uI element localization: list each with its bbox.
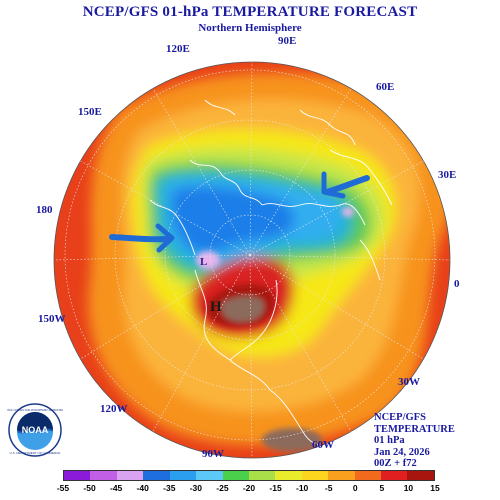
- colorbar-tick-label: -45: [109, 483, 123, 493]
- colorbar-swatch: [354, 471, 382, 480]
- colorbar-swatch: [143, 471, 170, 480]
- lon-label-0: 0: [454, 278, 460, 290]
- lon-label-120w: 120W: [100, 403, 128, 415]
- colorbar: [63, 470, 435, 481]
- colorbar-tick-label: -30: [189, 483, 202, 493]
- meridians: [53, 61, 451, 459]
- coastlines: [149, 99, 393, 451]
- logo-text: NOAA: [22, 425, 49, 435]
- info-model: NCEP/GFS: [374, 412, 426, 423]
- info-date: Jan 24, 2026: [374, 446, 430, 458]
- longitude-labels: 120E 90E 60E 150E 30E 180 0 150W 30W 120W 60W 90W: [36, 35, 460, 460]
- colorbar-swatch: [248, 471, 276, 480]
- colorbar-tick-label: 10: [403, 483, 414, 493]
- lat-lon-grid: [64, 69, 436, 441]
- page-title: NCEP/GFS 01-hPa TEMPERATURE FORECAST: [82, 4, 418, 20]
- left-arrow: [109, 223, 175, 253]
- colorbar-tick-label: 0: [352, 483, 358, 493]
- logo-ring-text-top: NATIONAL OCEANIC AND ATMOSPHERIC ADMINIS…: [7, 409, 63, 412]
- colorbar-tick-label: -40: [136, 483, 149, 493]
- page-subtitle: Northern Hemisphere: [198, 22, 302, 34]
- colorbar-swatch: [301, 471, 329, 480]
- lon-label-90w: 90W: [202, 448, 224, 460]
- colorbar-tick-label: -35: [163, 483, 176, 493]
- colorbar-swatch: [328, 471, 355, 480]
- lon-label-180: 180: [36, 204, 53, 216]
- colorbar-swatch: [169, 471, 197, 480]
- lon-label-150e: 150E: [78, 106, 102, 118]
- lon-label-30w: 30W: [398, 376, 420, 388]
- coldest-zone: [196, 251, 220, 269]
- colorbar-swatch: [90, 471, 117, 480]
- logo-ring-text-bottom: U.S. DEPARTMENT OF COMMERCE: [10, 451, 61, 455]
- colorbar-swatch: [275, 471, 302, 480]
- cold-spot: [342, 207, 354, 217]
- colorbar-ticks: -55 -50 -45 -40 -35 -30 -25 -20 -15 -10 -5 0 5 10 15: [57, 483, 440, 495]
- lon-label-90e: 90E: [278, 35, 296, 47]
- lon-label-120e: 120E: [166, 43, 190, 55]
- flow-arrows: [109, 171, 370, 253]
- colorbar-swatch: [64, 471, 91, 480]
- brown-hot-zone: [222, 296, 265, 323]
- info-forecast-hour: 00Z + f72: [374, 458, 417, 469]
- colorbar-swatch: [196, 471, 223, 480]
- brown-hot-zone-south: [262, 428, 322, 452]
- info-field: TEMPERATURE: [374, 423, 455, 435]
- colorbar-tick-label: -20: [242, 483, 256, 493]
- colorbar-tick-label: 15: [430, 483, 440, 493]
- colorbar-tick-label: -5: [324, 483, 333, 493]
- lon-label-60e: 60E: [376, 81, 394, 93]
- low-marker: L: [200, 256, 207, 268]
- high-marker: H: [210, 299, 222, 315]
- colorbar-swatch: [116, 471, 144, 480]
- noaa-logo: NOAA NATIONAL OCEANIC AND ATMOSPHERIC AD…: [1, 402, 69, 458]
- colorbar-tick-label: 5: [379, 483, 385, 493]
- info-level: 01 hPa: [374, 435, 405, 446]
- right-arrow: [321, 171, 370, 199]
- lon-label-150w: 150W: [38, 313, 66, 325]
- colorbar-swatch: [222, 471, 249, 480]
- colorbar-tick-label: -25: [216, 483, 229, 493]
- colorbar-tick-label: -50: [83, 483, 96, 493]
- forecast-info: NCEP/GFS TEMPERATURE 01 hPa Jan 24, 2026…: [374, 412, 455, 470]
- blue-core-zone: [171, 186, 295, 254]
- colorbar-swatch: [407, 471, 434, 480]
- lon-label-60w: 60W: [312, 439, 334, 451]
- colorbar-tick-label: -55: [56, 483, 70, 493]
- colorbar-swatch: [381, 471, 408, 480]
- colorbar-tick-label: -15: [269, 483, 282, 493]
- temperature-field: [54, 62, 450, 458]
- colorbar-tick-label: -10: [295, 483, 309, 493]
- lon-label-30e: 30E: [438, 169, 456, 181]
